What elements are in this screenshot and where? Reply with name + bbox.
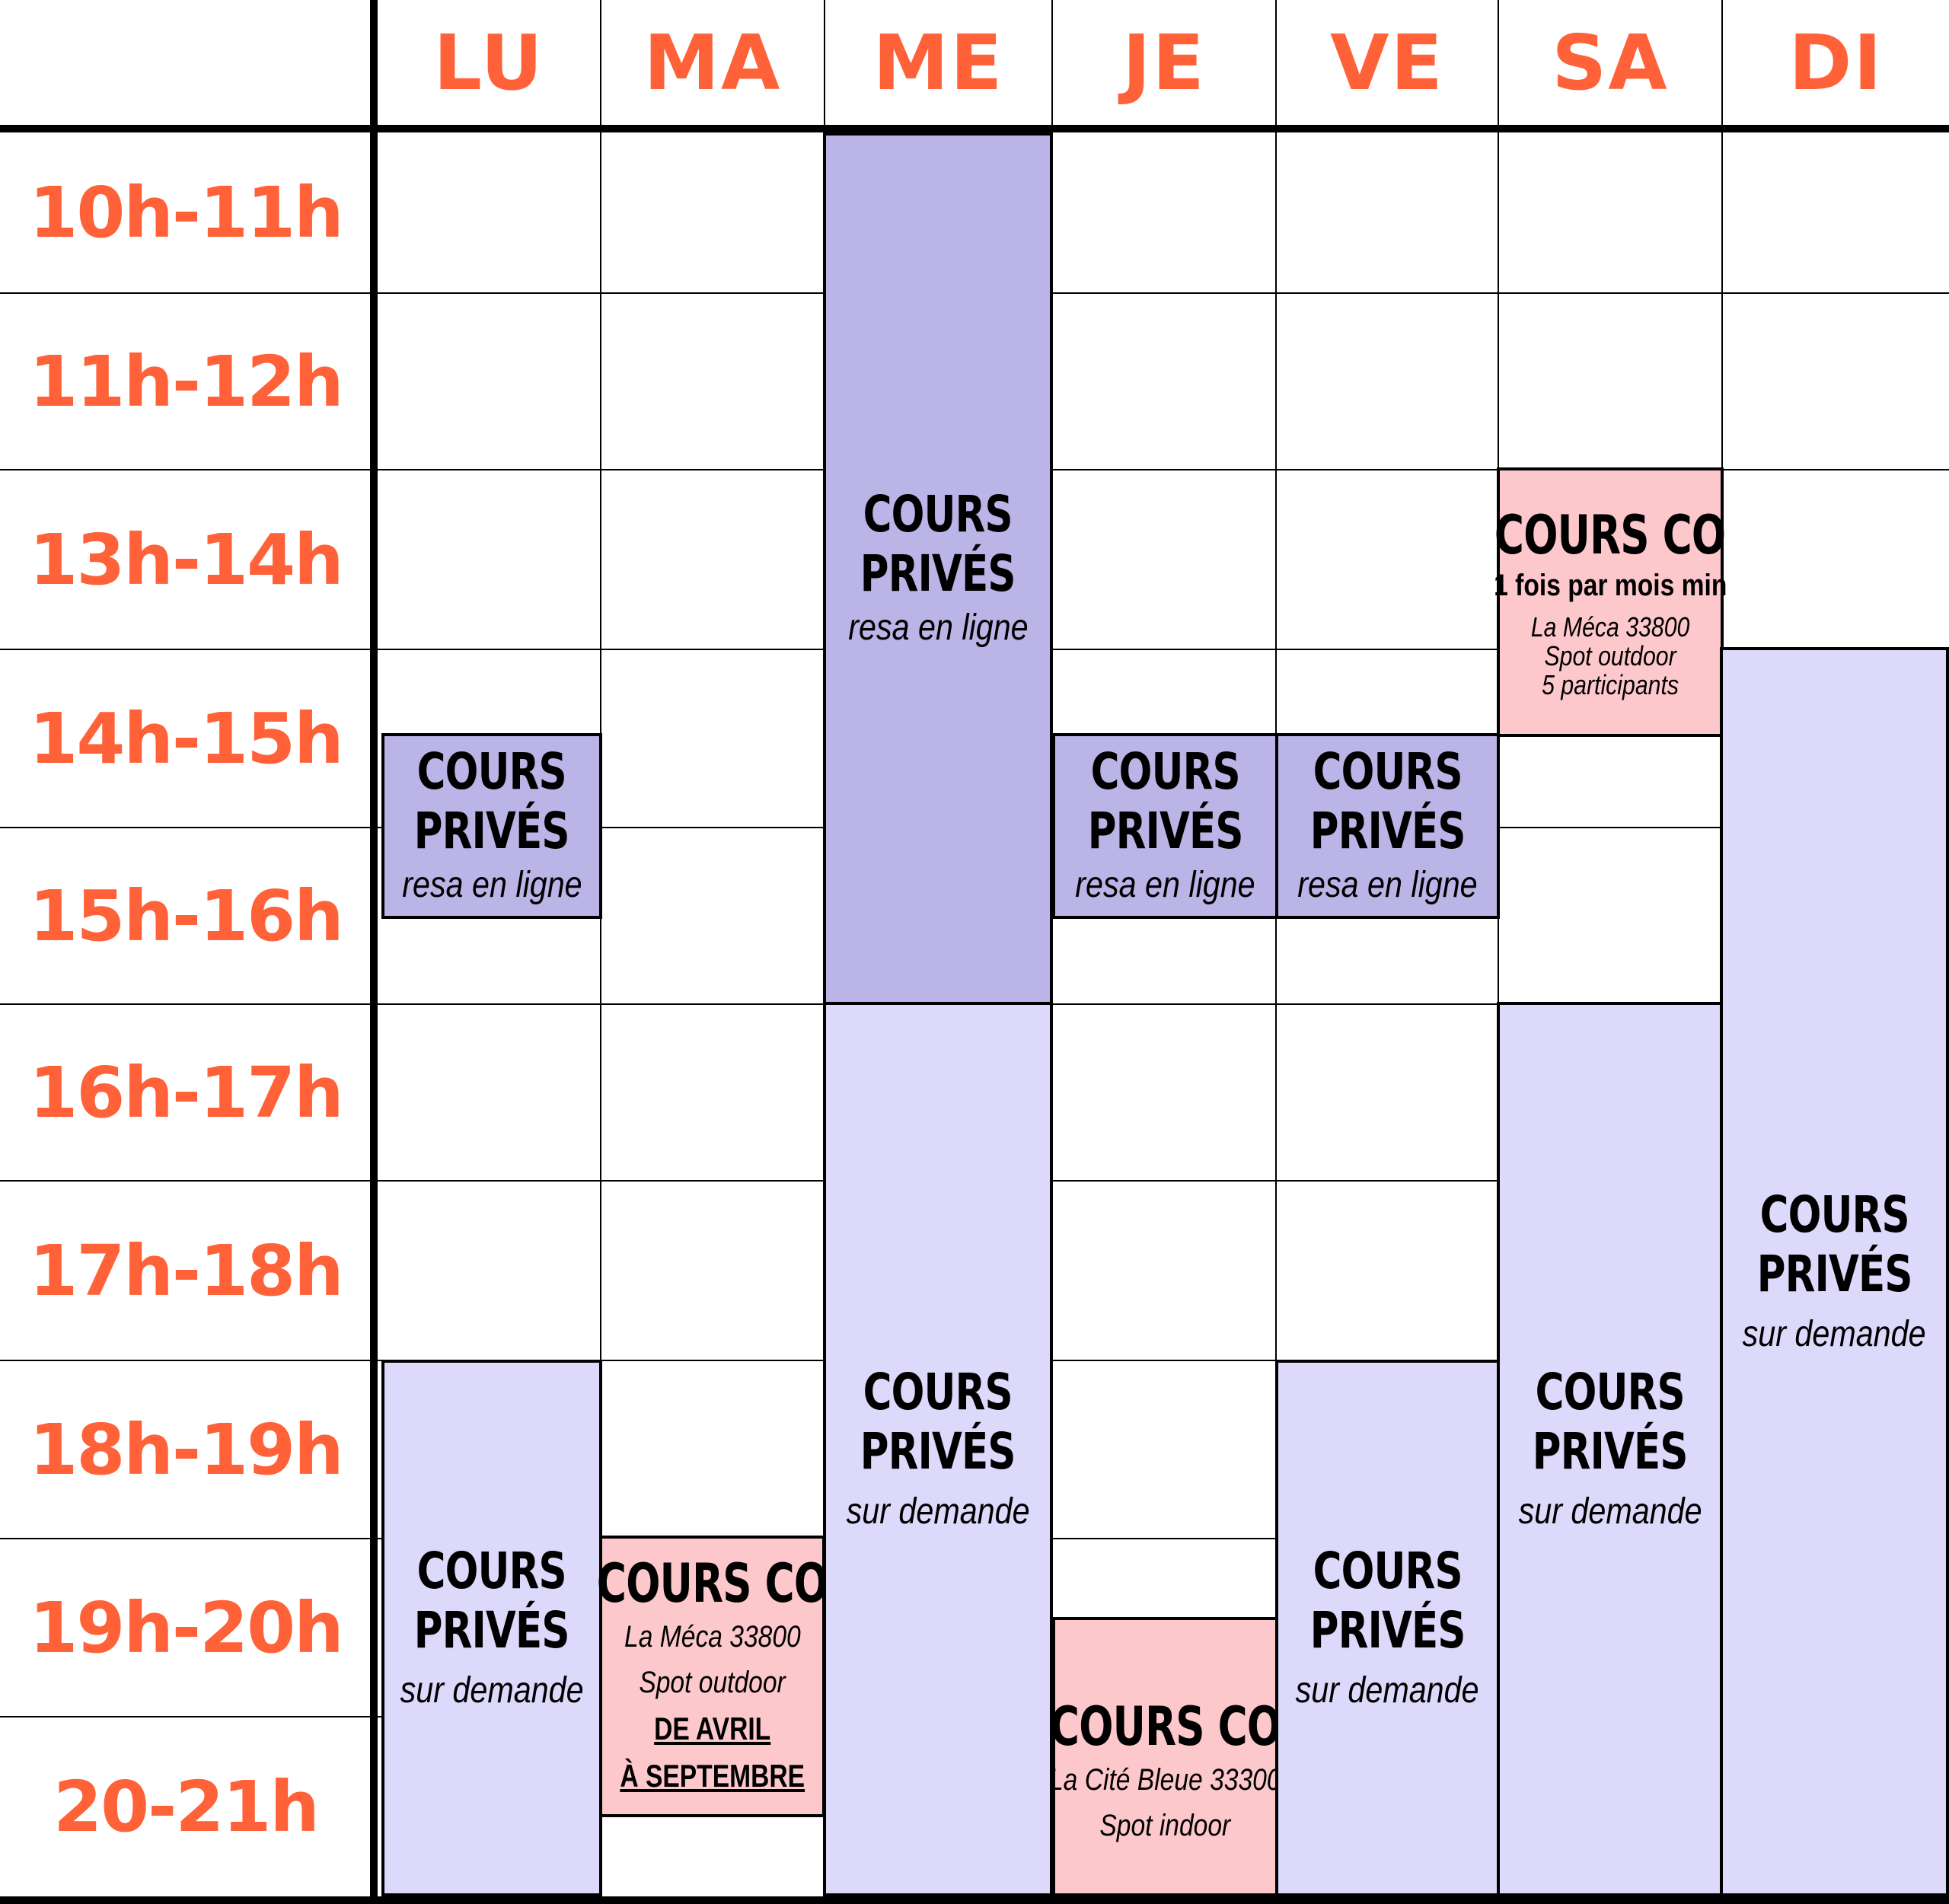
bottom-border <box>0 1896 1949 1904</box>
block-frequency: 1 fois par mois min <box>1493 569 1727 602</box>
header-divider <box>0 125 1949 132</box>
time-label: 13h-14h <box>29 518 343 601</box>
block-title: COURS <box>1535 1362 1686 1421</box>
day-header-je: JE <box>1122 18 1206 107</box>
block-title: PRIVÉS <box>860 1421 1016 1481</box>
block-subtitle: resa en ligne <box>401 865 582 905</box>
block-location: La Cité Bleue 33300 <box>1049 1762 1281 1797</box>
block-title: PRIVÉS <box>860 544 1016 603</box>
block-subtitle: sur demande <box>846 1491 1030 1532</box>
time-label: 20-21h <box>53 1766 320 1848</box>
column-divider <box>1275 0 1277 1904</box>
time-label: 19h-20h <box>29 1587 343 1669</box>
block-title: PRIVÉS <box>1309 802 1466 860</box>
block-subtitle: resa en ligne <box>1297 865 1478 905</box>
block-sa-prive-demande[interactable]: COURS PRIVÉS sur demande <box>1497 1002 1724 1896</box>
block-ma-cours-co[interactable]: COURS CO La Méca 33800 Spot outdoor DE A… <box>596 1536 828 1817</box>
block-subtitle: sur demande <box>1743 1313 1926 1354</box>
block-subtitle: sur demande <box>400 1670 584 1711</box>
block-season: DE AVRIL <box>653 1711 771 1746</box>
block-title: PRIVÉS <box>1309 1600 1466 1660</box>
block-title: COURS <box>1313 742 1463 801</box>
block-title: COURS CO <box>1049 1695 1281 1758</box>
block-title: COURS <box>863 1362 1013 1421</box>
block-me-prive-online[interactable]: COURS PRIVÉS resa en ligne <box>823 132 1053 1005</box>
time-label: 18h-19h <box>29 1408 343 1491</box>
day-header-lu: LU <box>433 18 544 107</box>
time-label: 17h-18h <box>29 1229 343 1312</box>
block-location: La Méca 33800 <box>1530 611 1690 643</box>
time-label: 10h-11h <box>29 171 343 254</box>
block-title: PRIVÉS <box>414 1600 570 1660</box>
time-label: 15h-16h <box>29 875 343 957</box>
block-title: COURS CO <box>1494 504 1726 566</box>
block-ve-prive-demande[interactable]: COURS PRIVÉS sur demande <box>1275 1360 1500 1896</box>
block-subtitle: sur demande <box>1296 1670 1479 1711</box>
day-header-ma: MA <box>643 18 782 107</box>
block-lu-prive-online[interactable]: COURS PRIVÉS resa en ligne <box>381 733 602 919</box>
time-label: 11h-12h <box>29 340 343 423</box>
block-title: COURS <box>1759 1185 1909 1244</box>
block-title: COURS <box>863 485 1013 544</box>
block-title: PRIVÉS <box>1087 802 1244 860</box>
block-spot: Spot outdoor <box>1544 640 1676 671</box>
column-divider <box>1498 0 1499 1904</box>
block-title: PRIVÉS <box>414 802 570 860</box>
block-je-cours-co[interactable]: COURS CO La Cité Bleue 33300 Spot indoor <box>1049 1617 1281 1896</box>
day-header-di: DI <box>1788 18 1884 107</box>
block-di-prive-demande[interactable]: COURS PRIVÉS sur demande <box>1720 647 1949 1896</box>
block-subtitle: sur demande <box>1518 1491 1702 1532</box>
time-column-divider <box>370 0 378 1904</box>
block-title: COURS CO <box>596 1552 828 1615</box>
block-title: COURS <box>416 1541 567 1600</box>
time-label: 14h-15h <box>29 697 343 780</box>
block-subtitle: resa en ligne <box>847 608 1029 648</box>
day-header-sa: SA <box>1552 18 1669 107</box>
block-je-prive-online[interactable]: COURS PRIVÉS resa en ligne <box>1052 733 1278 919</box>
block-me-prive-demande[interactable]: COURS PRIVÉS sur demande <box>823 1002 1053 1896</box>
block-title: PRIVÉS <box>1533 1421 1689 1481</box>
column-divider <box>600 0 601 1904</box>
block-ve-prive-online[interactable]: COURS PRIVÉS resa en ligne <box>1275 733 1500 919</box>
block-title: PRIVÉS <box>1756 1244 1913 1303</box>
block-lu-prive-demande[interactable]: COURS PRIVÉS sur demande <box>381 1360 602 1896</box>
block-title: COURS <box>1090 742 1240 801</box>
block-subtitle: resa en ligne <box>1075 865 1255 905</box>
block-sa-cours-co[interactable]: COURS CO 1 fois par mois min La Méca 338… <box>1493 467 1727 737</box>
block-participants: 5 participants <box>1542 669 1679 700</box>
block-title: COURS <box>416 742 567 801</box>
block-location: La Méca 33800 <box>624 1620 801 1654</box>
time-label: 16h-17h <box>29 1051 343 1134</box>
block-spot: Spot indoor <box>1099 1808 1231 1842</box>
block-title: COURS <box>1313 1541 1463 1600</box>
day-header-me: ME <box>872 18 1004 107</box>
day-header-ve: VE <box>1330 18 1444 107</box>
block-spot: Spot outdoor <box>639 1666 786 1699</box>
block-season: À SEPTEMBRE <box>620 1758 805 1794</box>
